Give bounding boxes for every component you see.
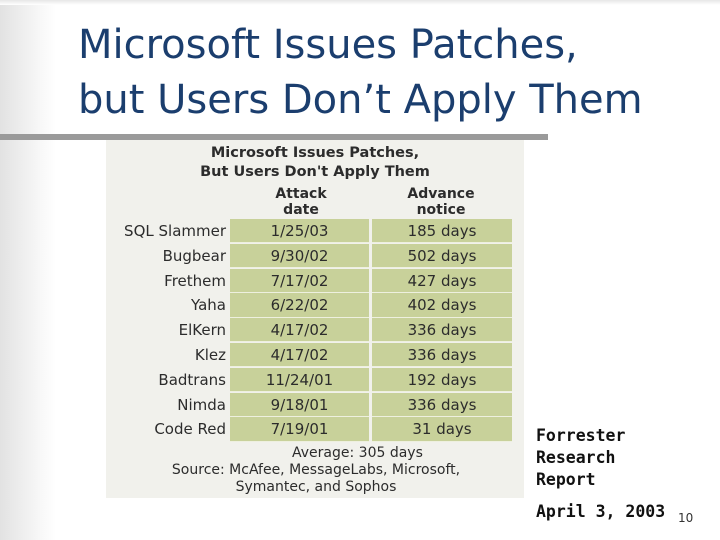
column-header-attack-line-1: Attack [275, 186, 327, 202]
figure-title: Microsoft Issues Patches, But Users Don'… [106, 144, 524, 182]
slide-title-line-1: Microsoft Issues Patches, [78, 22, 578, 68]
table-body: SQL Slammer 1/25/03 185 days Bugbear 9/3… [106, 219, 524, 442]
attack-date-cell: 7/19/01 [230, 417, 369, 442]
table-row: Badtrans 11/24/01 192 days [106, 367, 524, 393]
citation-line-1: Forrester [536, 426, 626, 445]
virus-name: Frethem [164, 271, 226, 290]
advance-notice-cell: 336 days [372, 342, 512, 368]
attack-date-cell: 4/17/02 [230, 318, 369, 343]
advance-notice-cell: 502 days [372, 243, 512, 269]
attack-date-cell: 9/18/01 [230, 392, 369, 417]
virus-name: Bugbear [162, 246, 226, 265]
table-row: Code Red 7/19/01 31 days [106, 417, 524, 442]
table-row: Bugbear 9/30/02 502 days [106, 243, 524, 269]
advance-notice-cell: 336 days [372, 318, 512, 343]
virus-name: Code Red [154, 420, 226, 439]
slide-title-line-2: but Users Don’t Apply Them [78, 77, 643, 123]
citation-line-2: Research [536, 448, 616, 467]
page-number: 10 [678, 511, 694, 525]
figure-title-line-1: Microsoft Issues Patches, [210, 145, 420, 161]
patch-table-figure: Microsoft Issues Patches, But Users Don'… [106, 140, 524, 498]
source-line-1: Source: McAfee, MessageLabs, Microsoft, [171, 462, 461, 478]
advance-notice-cell: 31 days [372, 417, 512, 442]
column-header-notice-line-1: Advance [407, 186, 475, 202]
source-note: Source: McAfee, MessageLabs, Microsoft, … [146, 462, 486, 496]
table-row: Nimda 9/18/01 336 days [106, 392, 524, 418]
attack-date-cell: 7/17/02 [230, 268, 369, 293]
citation-line-3: Report [536, 470, 596, 489]
left-gradient-bar [0, 0, 56, 540]
column-header-attack-line-2: date [283, 202, 319, 218]
virus-name: ElKern [178, 321, 226, 340]
column-header-advance-notice: Advance notice [371, 186, 511, 218]
attack-date-cell: 6/22/02 [230, 293, 369, 318]
virus-name: Yaha [191, 296, 226, 315]
source-line-2: Symantec, and Sophos [235, 479, 397, 495]
virus-name: SQL Slammer [124, 222, 226, 240]
advance-notice-cell: 192 days [372, 367, 512, 393]
report-date: April 3, 2003 [536, 502, 666, 521]
figure-title-line-2: But Users Don't Apply Them [200, 164, 430, 180]
average-note: Average: 305 days [292, 445, 423, 461]
advance-notice-cell: 427 days [372, 268, 512, 293]
report-citation: Forrester Research Report [536, 425, 625, 491]
table-row: SQL Slammer 1/25/03 185 days [106, 219, 524, 244]
virus-name: Nimda [177, 395, 226, 414]
virus-name: Badtrans [158, 370, 226, 389]
table-row: Klez 4/17/02 336 days [106, 342, 524, 368]
table-row: Frethem 7/17/02 427 days [106, 268, 524, 294]
column-header-notice-line-2: notice [416, 202, 466, 218]
table-row: Yaha 6/22/02 402 days [106, 293, 524, 318]
advance-notice-cell: 185 days [372, 219, 512, 244]
attack-date-cell: 1/25/03 [230, 219, 369, 244]
title-divider [0, 134, 548, 140]
attack-date-cell: 4/17/02 [230, 342, 369, 368]
column-header-attack-date: Attack date [231, 186, 371, 218]
advance-notice-cell: 336 days [372, 392, 512, 417]
table-row: ElKern 4/17/02 336 days [106, 318, 524, 343]
attack-date-cell: 11/24/01 [230, 367, 369, 393]
advance-notice-cell: 402 days [372, 293, 512, 318]
top-gradient-bar [0, 0, 720, 5]
virus-name: Klez [194, 345, 226, 364]
slide-title: Microsoft Issues Patches, but Users Don’… [78, 18, 708, 128]
attack-date-cell: 9/30/02 [230, 243, 369, 269]
